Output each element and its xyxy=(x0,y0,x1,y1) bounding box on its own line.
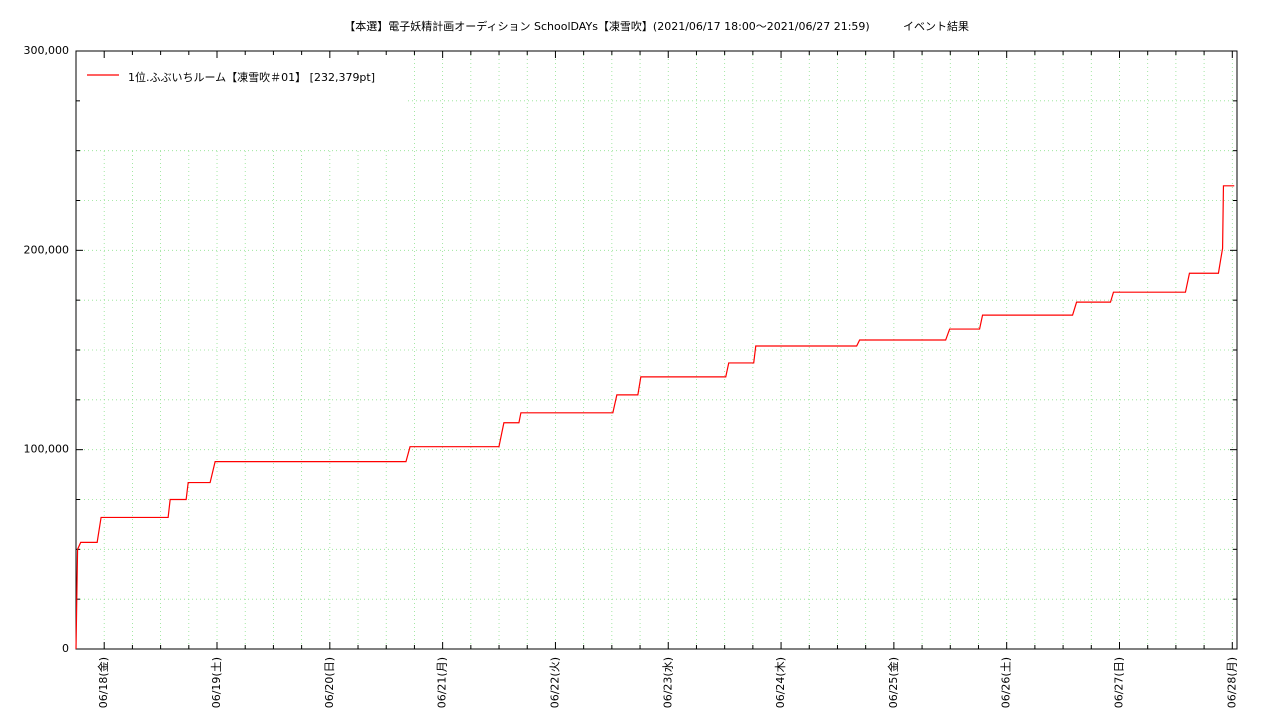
x-tick-label: 06/28(月) xyxy=(1225,657,1238,708)
x-tick-label: 06/24(木) xyxy=(774,657,787,708)
y-tick-label: 100,000 xyxy=(24,443,70,456)
chart-title: 【本選】電子妖精計画オーディション SchoolDAYs【凍雪吹】(2021/0… xyxy=(344,19,869,33)
x-tick-label: 06/18(金) xyxy=(96,657,110,708)
x-tick-label: 06/26(土) xyxy=(1000,657,1013,708)
y-tick-label: 300,000 xyxy=(24,44,70,57)
x-tick-label: 06/19(土) xyxy=(210,657,223,708)
x-tick-label: 06/23(水) xyxy=(661,657,674,708)
legend-label: 1位.ふぶいちルーム【凍雪吹＃01】 [232,379pt] xyxy=(128,70,375,84)
series-line xyxy=(75,185,1235,650)
x-tick-label: 06/27(日) xyxy=(1112,657,1125,708)
chart-subtitle: イベント結果 xyxy=(903,19,969,33)
x-tick-label: 06/22(火) xyxy=(548,657,561,708)
x-tick-label: 06/25(金) xyxy=(886,657,900,708)
y-tick-label: 200,000 xyxy=(24,243,70,256)
legend-box xyxy=(77,52,407,150)
x-tick-label: 06/21(月) xyxy=(436,657,449,708)
x-tick-label: 06/20(日) xyxy=(323,657,336,708)
y-tick-label: 0 xyxy=(62,642,69,655)
